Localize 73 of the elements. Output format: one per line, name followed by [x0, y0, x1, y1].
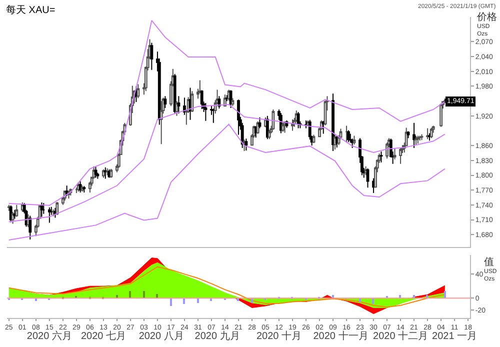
candlestick [364, 166, 368, 176]
candlestick [347, 130, 350, 143]
x2-tick-label: 2020 七月 [80, 330, 126, 342]
bar [251, 298, 253, 303]
bar [183, 298, 185, 304]
candlestick [386, 142, 389, 159]
candlestick [237, 99, 240, 136]
candlestick [324, 100, 327, 126]
candlestick [183, 97, 186, 116]
candlestick [268, 129, 271, 140]
x2-tick-label: 2020 八月 [138, 331, 184, 342]
x2-tick-label: 2021 一月 [432, 331, 478, 342]
line-series [8, 124, 446, 241]
candlestick [7, 204, 10, 212]
candlestick [225, 94, 228, 102]
candlestick [380, 151, 383, 163]
candlestick [418, 135, 422, 142]
x2-tick-label: 2020 十二月 [373, 330, 428, 342]
candlestick [173, 73, 176, 114]
candlestick [224, 94, 226, 108]
candlestick [399, 148, 402, 164]
x2-tick-label: 2020 十一月 [313, 330, 368, 342]
candlestick [393, 148, 396, 160]
candlestick [420, 134, 424, 141]
candlestick [160, 100, 163, 145]
x2-tick-label: 2020 六月 [26, 330, 72, 342]
chart-title: 每天 XAU= [6, 4, 56, 16]
candlestick [258, 116, 262, 129]
bar [129, 290, 131, 298]
bar [372, 298, 374, 304]
candlestick [426, 128, 430, 140]
candlestick [440, 103, 443, 128]
x2-tick-label: 2020 十月 [256, 330, 302, 342]
candlestick [48, 206, 51, 224]
candlestick [352, 135, 356, 146]
candlestick [74, 187, 78, 194]
candlestick [345, 125, 348, 144]
candlestick [190, 90, 194, 112]
bar [143, 290, 145, 298]
candlestick [229, 90, 232, 108]
candlestick [312, 134, 316, 144]
candlestick [104, 166, 107, 180]
candlestick [42, 202, 46, 214]
x2-tick-label: 2020 九月 [194, 330, 240, 342]
candlestick [414, 135, 418, 146]
candlestick [94, 166, 98, 178]
candlestick [291, 118, 294, 132]
candlestick [304, 120, 308, 129]
candlestick [102, 168, 105, 178]
candlestick [110, 168, 113, 178]
line-series [8, 104, 446, 222]
bar [444, 290, 446, 298]
candlestick [332, 93, 334, 152]
candlestick [56, 201, 59, 216]
candlestick [106, 168, 109, 176]
candlestick [164, 96, 167, 108]
candlestick [428, 132, 431, 142]
candlestick [430, 127, 433, 139]
candlestick [218, 96, 221, 109]
candlestick [150, 42, 154, 70]
candlestick [416, 135, 420, 144]
candlestick [78, 180, 82, 194]
candlestick [281, 122, 284, 132]
candlestick [412, 122, 416, 149]
bar [197, 298, 199, 303]
candlestick [296, 111, 300, 129]
candlestick [366, 168, 370, 188]
bar [170, 298, 172, 306]
candlestick [406, 130, 410, 139]
candlestick [212, 108, 215, 124]
candlestick [40, 202, 44, 218]
candlestick [231, 98, 234, 107]
candlestick [322, 120, 325, 134]
